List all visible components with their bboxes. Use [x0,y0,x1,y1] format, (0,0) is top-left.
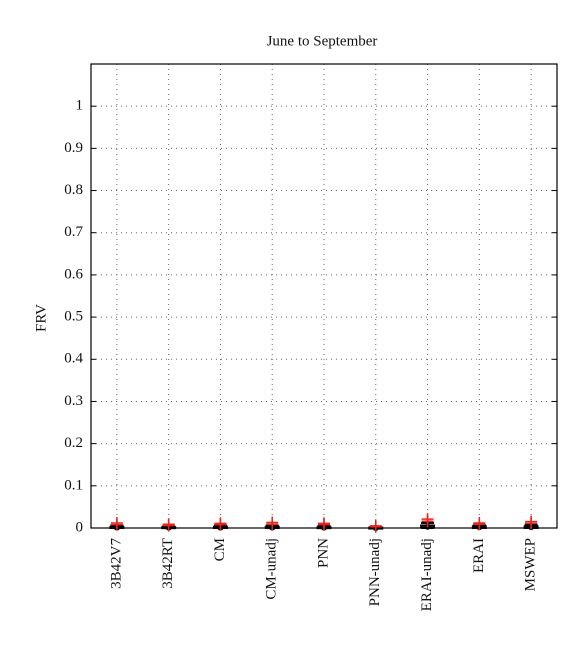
y-tick-label: 0.6 [64,266,83,282]
x-tick-label: PNN-unadj [367,538,383,606]
outlier [318,517,330,530]
y-tick-label: 0.4 [64,351,83,367]
y-tick-label: 1 [76,98,84,114]
outlier [525,515,538,528]
outlier [214,517,227,530]
y-axis-label: FRV [33,304,49,332]
chart-title: June to September [267,33,378,49]
outlier [369,519,382,532]
outlier [266,516,279,529]
x-tick-label: 3B42V7 [108,538,124,589]
outlier [162,518,175,531]
y-tick-label: 0.7 [64,224,83,240]
plot-frame [90,63,558,529]
x-tick-label: 3B42RT [160,538,176,589]
x-tick-label: MSWEP [523,538,539,591]
y-tick-label: 0.2 [64,435,83,451]
y-tick-label: 0.3 [64,393,83,409]
x-tick-label: ERAI [471,538,487,573]
x-tick-label: CM [212,538,228,561]
outlier [110,516,123,529]
outlier [421,513,434,526]
y-tick-label: 0.8 [64,182,83,198]
x-tick-label: PNN [315,538,331,568]
y-tick-label: 0 [76,519,84,535]
x-tick-label: CM-unadj [264,538,280,600]
y-tick-label: 0.1 [64,477,83,493]
y-tick-label: 0.5 [64,309,83,325]
x-tick-label: ERAI-unadj [419,538,435,611]
outlier [473,516,486,529]
y-tick-label: 0.9 [64,140,83,156]
